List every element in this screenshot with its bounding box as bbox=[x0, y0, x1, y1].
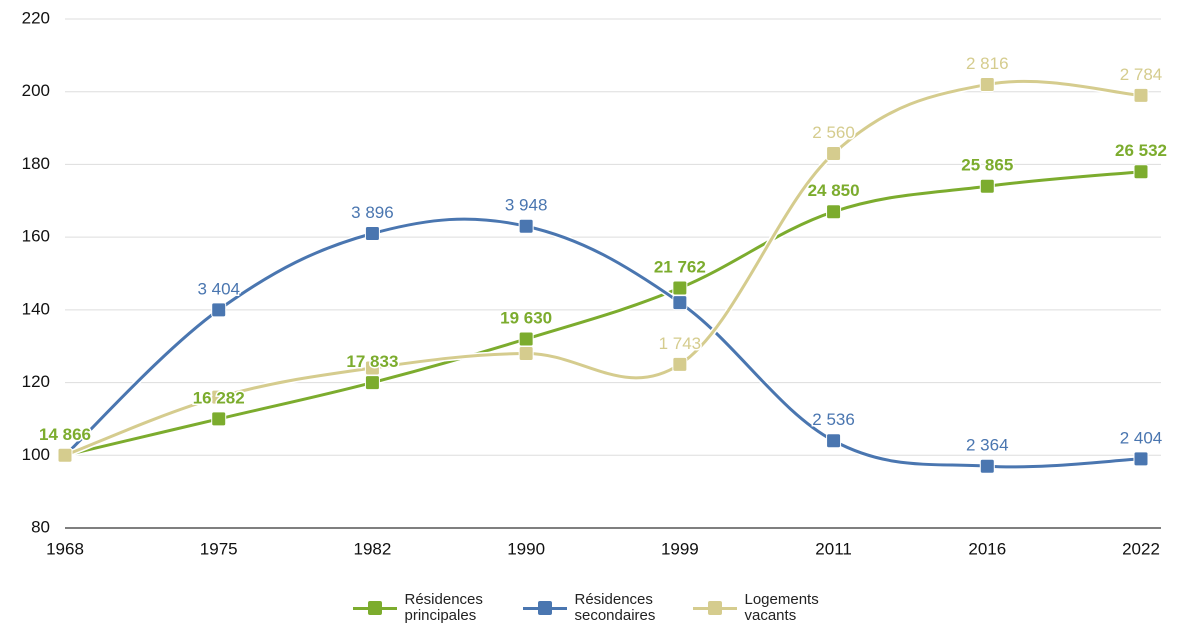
y-tick-label: 80 bbox=[31, 517, 50, 536]
marker bbox=[211, 411, 227, 427]
data-label: 1 743 bbox=[659, 334, 702, 353]
series-line bbox=[64, 79, 1142, 457]
marker bbox=[979, 458, 995, 474]
x-tick-label: 2011 bbox=[815, 539, 852, 558]
marker bbox=[1133, 87, 1149, 103]
legend-key bbox=[692, 600, 737, 616]
y-tick-label: 160 bbox=[22, 227, 50, 246]
marker bbox=[826, 433, 842, 449]
data-label: 16 282 bbox=[193, 388, 245, 407]
data-label: 3 404 bbox=[197, 279, 240, 298]
legend-item: Résidences principales bbox=[352, 591, 505, 624]
marker bbox=[979, 76, 995, 92]
marker bbox=[211, 389, 227, 405]
data-label: 26 532 bbox=[1115, 141, 1167, 160]
x-tick-label: 1968 bbox=[46, 539, 84, 558]
data-label: 19 630 bbox=[500, 308, 552, 327]
marker bbox=[518, 345, 534, 361]
x-tick-label: 2016 bbox=[968, 539, 1006, 558]
marker bbox=[364, 375, 380, 391]
marker bbox=[826, 204, 842, 220]
data-label: 2 364 bbox=[966, 436, 1009, 455]
y-tick-label: 200 bbox=[22, 81, 50, 100]
legend-label: Logements vacants bbox=[744, 591, 819, 624]
marker bbox=[364, 360, 380, 376]
legend-key bbox=[522, 600, 567, 616]
marker bbox=[826, 146, 842, 162]
y-tick-label: 220 bbox=[22, 8, 50, 27]
series-line bbox=[64, 170, 1142, 457]
marker bbox=[672, 280, 688, 296]
x-tick-label: 1990 bbox=[507, 539, 545, 558]
x-tick-label: 1999 bbox=[661, 539, 699, 558]
data-label: 3 948 bbox=[505, 196, 548, 215]
data-label: 2 560 bbox=[812, 123, 855, 142]
series-line bbox=[64, 168, 1142, 459]
legend-label: Résidences principales bbox=[404, 591, 483, 624]
x-tick-label: 2022 bbox=[1122, 539, 1160, 558]
marker bbox=[979, 178, 995, 194]
legend-label: Résidences secondaires bbox=[574, 591, 656, 624]
marker bbox=[672, 295, 688, 311]
marker bbox=[211, 302, 227, 318]
legend-item: Résidences secondaires bbox=[522, 591, 675, 624]
series-line bbox=[63, 217, 1142, 469]
marker bbox=[364, 226, 380, 242]
data-label: 14 866 bbox=[39, 425, 91, 444]
data-label: 21 762 bbox=[654, 258, 706, 277]
data-label: 3 896 bbox=[351, 203, 394, 222]
data-label: 24 850 bbox=[808, 181, 860, 200]
y-tick-label: 140 bbox=[22, 299, 50, 318]
chart: 80 100 120 140 160 180 200 220 1968 1975 1982 1990 1… bbox=[22, 8, 1169, 558]
marker bbox=[672, 356, 688, 372]
data-label: 2 784 bbox=[1120, 65, 1163, 84]
data-label: 25 865 bbox=[961, 156, 1013, 175]
data-label: 2 404 bbox=[1120, 428, 1163, 447]
marker bbox=[1133, 451, 1149, 467]
marker bbox=[518, 218, 534, 234]
y-tick-label: 180 bbox=[22, 154, 50, 173]
data-label: 17 833 bbox=[346, 352, 398, 371]
legend-item: Logements vacants bbox=[692, 591, 845, 624]
marker bbox=[1133, 164, 1149, 180]
x-tick-label: 1982 bbox=[354, 539, 392, 558]
legend-key bbox=[352, 600, 397, 616]
marker bbox=[57, 447, 73, 463]
data-label: 2 816 bbox=[966, 54, 1009, 73]
legend: Résidences principales Résidences seconda… bbox=[0, 592, 1197, 624]
marker bbox=[518, 331, 534, 347]
x-tick-label: 1975 bbox=[200, 539, 238, 558]
y-tick-label: 120 bbox=[22, 372, 50, 391]
data-label: 2 536 bbox=[812, 410, 855, 429]
y-tick-label: 100 bbox=[22, 445, 50, 464]
